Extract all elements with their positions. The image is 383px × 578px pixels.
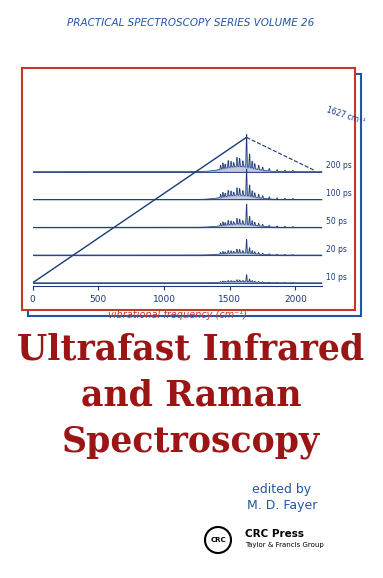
Text: M. D. Fayer: M. D. Fayer <box>247 498 317 512</box>
Text: Spectroscopy: Spectroscopy <box>62 425 320 459</box>
Text: Taylor & Francis Group: Taylor & Francis Group <box>245 542 324 548</box>
Text: 200 ps: 200 ps <box>326 161 352 171</box>
Text: Ultrafast Infrared: Ultrafast Infrared <box>17 333 365 367</box>
Text: 50 ps: 50 ps <box>326 217 347 226</box>
Text: 1627 cm⁻¹: 1627 cm⁻¹ <box>326 105 367 126</box>
Text: 10 ps: 10 ps <box>326 273 347 281</box>
Text: PRACTICAL SPECTROSCOPY SERIES VOLUME 26: PRACTICAL SPECTROSCOPY SERIES VOLUME 26 <box>67 18 314 28</box>
Text: and Raman: and Raman <box>81 379 301 413</box>
Bar <box>22 68 355 310</box>
Bar <box>28 74 361 316</box>
Text: 20 ps: 20 ps <box>326 244 347 254</box>
Text: CRC: CRC <box>210 537 226 543</box>
Text: CRC Press: CRC Press <box>245 529 304 539</box>
Text: edited by: edited by <box>252 484 311 497</box>
X-axis label: vibrational frequency (cm⁻¹): vibrational frequency (cm⁻¹) <box>108 310 247 320</box>
Text: 100 ps: 100 ps <box>326 189 352 198</box>
